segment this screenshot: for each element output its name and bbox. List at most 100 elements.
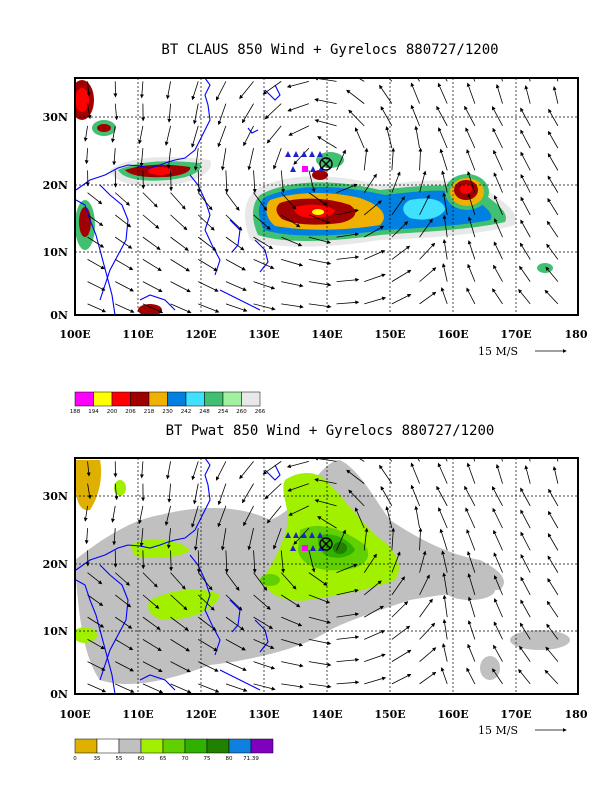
wind-vector bbox=[385, 506, 393, 529]
wind-vector bbox=[317, 516, 337, 529]
wind-vector bbox=[364, 250, 386, 260]
wind-vector bbox=[308, 170, 316, 193]
pwat-shading-bottom bbox=[75, 460, 570, 685]
wind-vector bbox=[492, 507, 503, 529]
wind-vector bbox=[220, 528, 227, 551]
wind-vector bbox=[419, 242, 436, 260]
colorbar-label: 266 bbox=[255, 409, 266, 415]
wind-vector bbox=[115, 259, 134, 271]
wind-vector bbox=[142, 303, 164, 314]
wind-vector bbox=[114, 594, 132, 608]
wind-vector bbox=[87, 572, 103, 585]
wind-vector bbox=[115, 661, 134, 672]
wind-vector bbox=[280, 192, 297, 210]
wind-vector bbox=[281, 616, 303, 627]
wind-vector bbox=[87, 616, 105, 628]
x-tick-label: 180 bbox=[565, 708, 588, 721]
wind-vector bbox=[547, 533, 559, 551]
wind-vector bbox=[114, 214, 132, 228]
y-tick-label: 0N bbox=[50, 688, 68, 701]
colorbar-swatch bbox=[148, 391, 168, 407]
wind-vector bbox=[336, 635, 360, 640]
panel-title-bottom: BT Pwat 850 Wind + Gyrelocs 880727/1200 bbox=[166, 423, 495, 439]
wind-vector bbox=[308, 550, 316, 573]
wind-vector bbox=[548, 510, 559, 529]
y-tick-label: 0N bbox=[50, 309, 68, 322]
wind-vector bbox=[87, 303, 107, 313]
wind-vector bbox=[466, 149, 476, 171]
gyre-center-marker-bottom bbox=[319, 537, 333, 551]
gyre-locations-bottom bbox=[285, 532, 333, 551]
wind-vector bbox=[493, 575, 503, 596]
wind-vector bbox=[467, 643, 476, 662]
wind-vector bbox=[262, 461, 282, 475]
wind-vector bbox=[253, 214, 271, 230]
wind-vector bbox=[493, 241, 503, 260]
wind-vector bbox=[419, 622, 436, 640]
wind-vector bbox=[492, 668, 503, 685]
x-tick-label: 160E bbox=[437, 328, 468, 341]
wind-vector bbox=[419, 218, 433, 238]
colorbar-swatch bbox=[184, 738, 208, 754]
wind-vector bbox=[287, 103, 310, 112]
wind-vector bbox=[253, 281, 276, 290]
wind-vector bbox=[166, 461, 171, 480]
wind-vector bbox=[243, 505, 254, 527]
wind-vector bbox=[414, 505, 420, 529]
colorbar-swatch bbox=[222, 391, 242, 407]
wind-vector bbox=[224, 550, 229, 574]
wind-vector bbox=[139, 81, 144, 99]
wind-vector bbox=[492, 127, 503, 149]
wind-vector bbox=[391, 171, 401, 193]
wind-vector bbox=[217, 125, 227, 148]
wind-vector bbox=[167, 103, 172, 123]
wind-vector bbox=[166, 81, 171, 100]
wind-vector bbox=[217, 103, 227, 126]
x-tick-label: 100E bbox=[59, 328, 90, 341]
colorbar-swatch bbox=[185, 391, 205, 407]
wind-vector bbox=[142, 236, 161, 250]
wind-vector bbox=[518, 668, 531, 685]
wind-vector bbox=[170, 616, 189, 631]
wind-vector bbox=[142, 281, 163, 292]
wind-vector bbox=[308, 258, 332, 266]
wind-vector bbox=[547, 578, 559, 596]
wind-vector bbox=[466, 667, 476, 685]
colorbar-label: 260 bbox=[236, 409, 247, 415]
wind-vector bbox=[253, 639, 275, 649]
wind-vector bbox=[442, 214, 448, 238]
wind-vector bbox=[142, 639, 162, 652]
wind-vector bbox=[196, 170, 201, 194]
colorbar-label: 60 bbox=[138, 756, 145, 762]
wind-vector bbox=[364, 630, 386, 640]
x-tick-label: 120E bbox=[185, 708, 216, 721]
wind-vector bbox=[242, 103, 254, 124]
x-tick-label: 130E bbox=[248, 328, 279, 341]
wind-vector bbox=[197, 572, 213, 591]
wind-vector bbox=[220, 148, 227, 171]
wind-vector bbox=[442, 618, 448, 640]
wind-vector bbox=[166, 528, 171, 549]
wind-vector bbox=[495, 83, 503, 104]
wind-vector bbox=[115, 303, 135, 313]
wind-vector bbox=[348, 109, 365, 127]
wind-vector bbox=[442, 192, 448, 215]
vector-reference-top: 15 M/S bbox=[478, 345, 567, 358]
wind-vector bbox=[467, 596, 476, 618]
wind-vector bbox=[264, 483, 282, 500]
wind-vector bbox=[357, 78, 365, 82]
wind-vector bbox=[253, 594, 271, 610]
wind-vector bbox=[544, 289, 559, 305]
wind-vector bbox=[139, 148, 144, 167]
wind-vector bbox=[142, 192, 158, 208]
colorbar-swatch bbox=[118, 738, 142, 754]
wind-vector bbox=[253, 661, 276, 670]
wind-vector bbox=[391, 245, 411, 260]
wind-vector bbox=[198, 259, 218, 272]
wind-vector bbox=[520, 129, 531, 149]
colorbar-label: 35 bbox=[94, 756, 101, 762]
wind-vector bbox=[253, 616, 274, 630]
x-tick-label: 100E bbox=[59, 708, 90, 721]
x-tick-label: 150E bbox=[374, 708, 405, 721]
